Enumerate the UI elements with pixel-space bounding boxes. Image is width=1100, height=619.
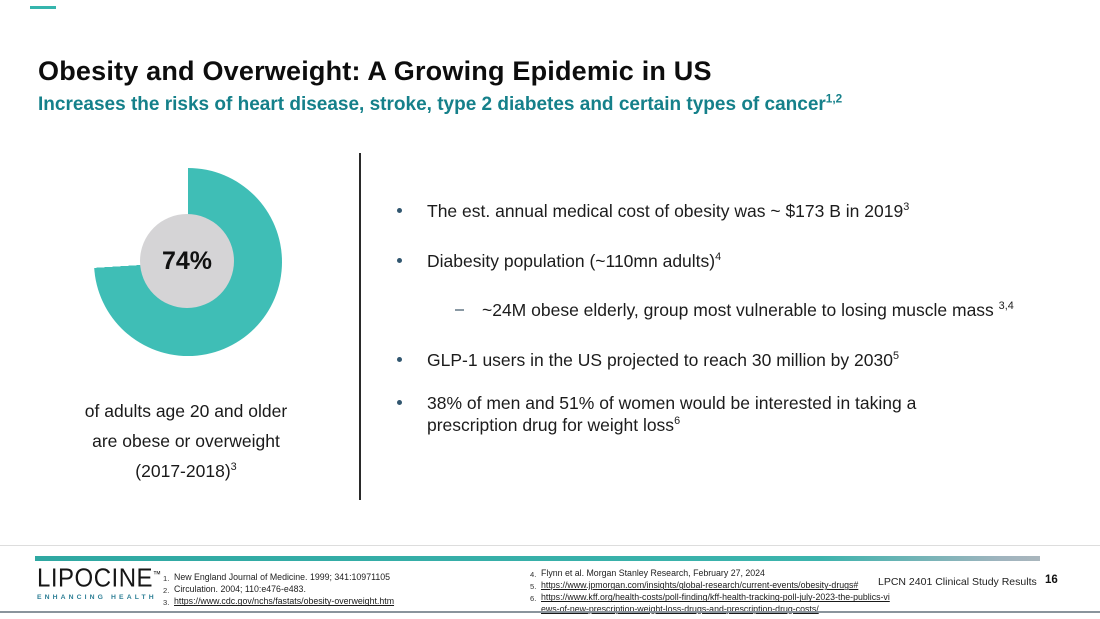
stat-caption-line3: (2017-2018)3 [135,461,237,481]
reference-text: New England Journal of Medicine. 1999; 3… [174,572,391,582]
slide-subtitle: Increases the risks of heart disease, st… [38,92,1038,116]
logo-wordmark: LIPOCINE™ [37,564,162,594]
bullet-item: Diabesity population (~110mn adults)4 [395,250,1060,272]
footer-accent-bar [35,556,1040,561]
bullet-citation: 4 [715,251,722,264]
reference-link[interactable]: https://www.jpmorgan.com/insights/global… [541,580,859,591]
reference-text: Flynn et al. Morgan Stanley Research, Fe… [541,568,765,578]
references-left: 1. New England Journal of Medicine. 1999;… [163,572,493,609]
stat-caption-line2: are obese or overweight [92,431,280,451]
reference-item: 2. Circulation. 2004; 110:e476-e483. [163,584,493,596]
bullet-item: 38% of men and 51% of women would be int… [395,392,1060,436]
dash-bullet-marker [455,309,464,311]
reference-link[interactable]: https://www.cdc.gov/nchs/fastats/obesity… [174,596,395,607]
donut-center-circle: 74% [140,214,234,308]
stat-caption-citation: 3 [230,461,237,474]
bullet-text: 38% of men and 51% of women would be int… [427,393,917,435]
reference-number: 2. [163,586,170,596]
section-divider [359,153,361,500]
bullet-citation: 3 [903,201,910,214]
dot-bullet-marker [397,208,402,213]
bullet-item: GLP-1 users in the US projected to reach… [395,349,1060,371]
reference-number: 5. [530,582,537,592]
reference-item: 6. https://www.kff.org/health-costs/poll-… [530,592,892,614]
footer-top-hairline [0,545,1100,546]
bullet-citation: 3,4 [998,300,1014,313]
reference-item: 5. https://www.jpmorgan.com/insights/glob… [530,580,892,592]
reference-item: 4. Flynn et al. Morgan Stanley Research, … [530,568,892,580]
footer-bottom-line [0,611,1100,613]
top-accent-dash [30,6,56,9]
references-right: 4. Flynn et al. Morgan Stanley Research, … [530,568,892,615]
bullet-text: GLP-1 users in the US projected to reach… [427,350,899,370]
stat-caption: of adults age 20 and older are obese or … [30,396,342,486]
bullet-text: Diabesity population (~110mn adults)4 [427,251,722,271]
donut-chart: 74% [94,168,282,356]
reference-number: 6. [530,594,537,604]
reference-item: 1. New England Journal of Medicine. 1999;… [163,572,493,584]
sub-bullet-item: ~24M obese elderly, group most vulnerabl… [455,299,1065,321]
lipocine-logo: LIPOCINE™ ENHANCING HEALTH [37,564,167,601]
bullet-citation: 5 [892,350,899,363]
reference-link[interactable]: https://www.kff.org/health-costs/poll-fi… [541,592,890,614]
logo-trademark: ™ [153,569,162,580]
slide-title: Obesity and Overweight: A Growing Epidem… [38,56,712,86]
reference-number: 1. [163,574,170,583]
dot-bullet-marker [397,400,402,405]
dot-bullet-marker [397,258,402,263]
bullet-text: ~24M obese elderly, group most vulnerabl… [482,300,1014,320]
slide-subtitle-text: Increases the risks of heart disease, st… [38,94,826,115]
slide-subtitle-citation: 1,2 [825,92,843,106]
reference-item: 3. https://www.cdc.gov/nchs/fastats/obesi… [163,596,493,608]
reference-number: 3. [163,598,170,608]
deck-label: LPCN 2401 Clinical Study Results [878,576,1037,588]
stat-caption-line1: of adults age 20 and older [84,401,288,421]
bullet-text: The est. annual medical cost of obesity … [427,201,910,221]
stat-value: 74% [161,246,213,275]
page-number: 16 [1045,574,1058,586]
reference-text: Circulation. 2004; 110:e476-e483. [174,584,306,595]
reference-number: 4. [530,570,537,579]
bullet-citation: 6 [674,415,681,428]
dot-bullet-marker [397,357,402,362]
logo-tagline: ENHANCING HEALTH [37,594,157,601]
bullet-item: The est. annual medical cost of obesity … [395,200,1060,222]
